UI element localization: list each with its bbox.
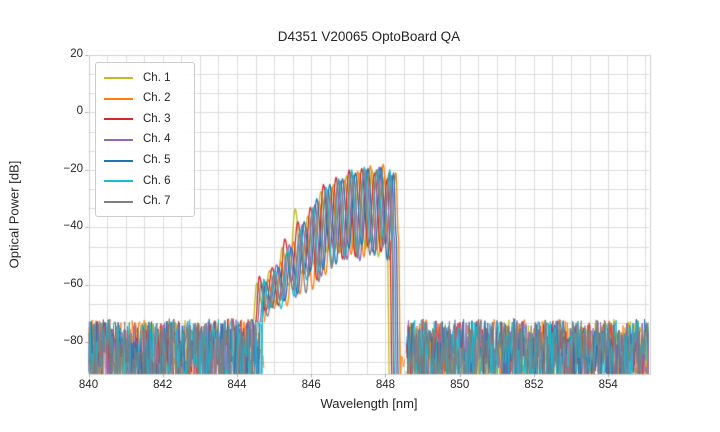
legend-label: Ch. 4 xyxy=(143,133,171,146)
legend-line-swatch xyxy=(104,180,133,183)
x-tick-label: 854 xyxy=(598,379,618,391)
legend-entry: Ch. 3 xyxy=(96,109,194,130)
y-axis-label: Optical Power [dB] xyxy=(6,160,22,269)
legend-entry: Ch. 2 xyxy=(96,89,194,110)
y-tick-label: −40 xyxy=(63,220,83,233)
legend-line-swatch xyxy=(104,118,133,121)
y-tick-label: 0 xyxy=(76,105,83,118)
legend-line-swatch xyxy=(104,200,133,203)
y-tick-label: −20 xyxy=(63,162,83,175)
x-tick-label: 846 xyxy=(301,379,321,391)
chart-title: D4351 V20065 OptoBoard QA xyxy=(277,29,461,44)
y-tick-label: −80 xyxy=(63,335,83,348)
legend-line-swatch xyxy=(104,159,133,162)
legend-entry: Ch. 7 xyxy=(96,192,194,213)
legend: Ch. 1 Ch. 2 Ch. 3 Ch. 4 Ch. 5 Ch. 6 Ch. 7 xyxy=(95,62,195,218)
legend-line-swatch xyxy=(104,77,133,80)
legend-label: Ch. 3 xyxy=(143,112,171,125)
x-tick-label: 840 xyxy=(78,379,99,391)
x-tick-label: 842 xyxy=(153,379,173,391)
legend-line-swatch xyxy=(104,97,133,100)
x-axis-label: Wavelength [nm] xyxy=(320,396,418,411)
legend-entry: Ch. 4 xyxy=(96,130,194,151)
x-tick-label: 850 xyxy=(450,379,470,391)
y-tick-label: −60 xyxy=(63,277,83,290)
legend-line-swatch xyxy=(104,139,133,142)
legend-entry: Ch. 6 xyxy=(96,171,194,192)
x-tick-label: 848 xyxy=(375,379,396,391)
legend-label: Ch. 6 xyxy=(143,174,171,187)
legend-entry: Ch. 1 xyxy=(96,68,194,89)
y-tick-label: 20 xyxy=(70,48,83,60)
legend-label: Ch. 2 xyxy=(143,92,171,105)
x-tick-label: 852 xyxy=(524,379,544,391)
legend-label: Ch. 7 xyxy=(143,195,171,208)
x-tick-label: 844 xyxy=(227,379,247,391)
legend-label: Ch. 1 xyxy=(143,71,171,84)
legend-entry: Ch. 5 xyxy=(96,150,194,171)
legend-label: Ch. 5 xyxy=(143,153,171,166)
